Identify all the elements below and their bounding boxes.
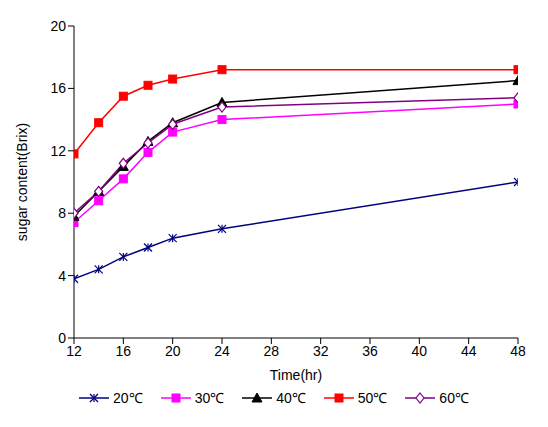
svg-text:4: 4 — [58, 268, 66, 284]
svg-text:12: 12 — [50, 143, 66, 159]
svg-text:16: 16 — [50, 80, 66, 96]
svg-text:20: 20 — [165, 343, 181, 359]
svg-text:0: 0 — [58, 330, 66, 346]
html-text:30℃: 30℃ — [194, 390, 225, 406]
html-text:40℃: 40℃ — [276, 390, 306, 406]
svg-text:sugar content(Brix): sugar content(Brix) — [14, 123, 30, 241]
svg-text:48: 48 — [510, 343, 526, 359]
html-text:50℃: 50℃ — [357, 390, 388, 406]
svg-text:8: 8 — [58, 205, 66, 221]
svg-text:28: 28 — [264, 343, 280, 359]
svg-text:44: 44 — [461, 343, 477, 359]
svg-text:Time(hr): Time(hr) — [270, 367, 322, 383]
html-text:20℃: 20℃ — [113, 390, 143, 406]
svg-text:20: 20 — [50, 18, 66, 34]
svg-text:32: 32 — [313, 343, 329, 359]
svg-text:36: 36 — [362, 343, 378, 359]
html-text:60℃: 60℃ — [439, 390, 469, 406]
svg-text:16: 16 — [116, 343, 132, 359]
svg-text:40: 40 — [412, 343, 428, 359]
svg-text:12: 12 — [66, 343, 82, 359]
svg-text:24: 24 — [214, 343, 230, 359]
